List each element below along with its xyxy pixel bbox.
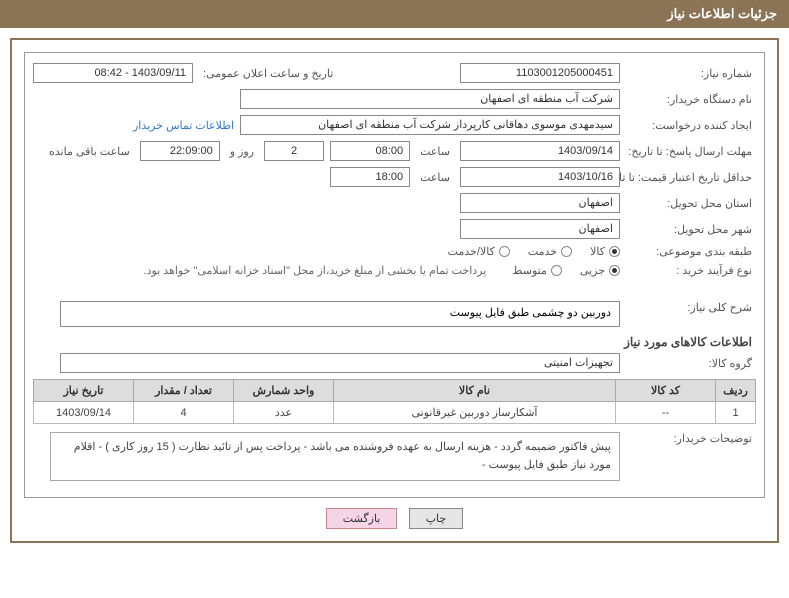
category-label: طبقه بندی موضوعی:	[626, 245, 756, 258]
td-qty: 4	[134, 402, 234, 424]
row-city: شهر محل تحویل: اصفهان	[33, 219, 756, 239]
radio-dot-small	[609, 265, 620, 276]
remain-suffix: ساعت باقی مانده	[45, 145, 134, 158]
td-date: 1403/09/14	[34, 402, 134, 424]
row-requester: ایجاد کننده درخواست: سیدمهدی موسوی دهاقا…	[33, 115, 756, 135]
purchase-type-label: نوع فرآیند خرید :	[626, 264, 756, 277]
th-name: نام کالا	[334, 380, 616, 402]
validity-date: 1403/10/16	[460, 167, 620, 187]
days-label: روز و	[226, 145, 258, 158]
form-panel: شماره نیاز: 1103001205000451 تاریخ و ساع…	[24, 52, 765, 498]
radio-dot-medium	[551, 265, 562, 276]
table-row: 1 -- آشکارساز دوربین غیرقانونی عدد 4 140…	[34, 402, 756, 424]
deadline-date: 1403/09/14	[460, 141, 620, 161]
category-radio-group: کالا خدمت کالا/خدمت	[448, 245, 620, 258]
radio-dot-kala	[609, 246, 620, 257]
radio-label-khedmat: خدمت	[528, 245, 557, 258]
announce-value: 1403/09/11 - 08:42	[33, 63, 193, 83]
row-group: گروه کالا: تجهیزات امنیتی	[33, 353, 756, 373]
purchase-type-radio-group: جزیی متوسط	[512, 264, 620, 277]
th-unit: واحد شمارش	[234, 380, 334, 402]
row-buyer-org: نام دستگاه خریدار: شرکت آب منطقه ای اصفه…	[33, 89, 756, 109]
time-label-2: ساعت	[416, 171, 454, 184]
group-label: گروه کالا:	[626, 357, 756, 370]
desc-value: دوربین دو چشمی طبق فایل پیوست	[60, 301, 620, 327]
row-deadline: مهلت ارسال پاسخ: تا تاریخ: 1403/09/14 سا…	[33, 141, 756, 161]
th-code: کد کالا	[616, 380, 716, 402]
td-code: --	[616, 402, 716, 424]
td-name: آشکارساز دوربین غیرقانونی	[334, 402, 616, 424]
radio-label-medium: متوسط	[512, 264, 547, 277]
deadline-label: مهلت ارسال پاسخ: تا تاریخ:	[626, 145, 756, 158]
contact-link[interactable]: اطلاعات تماس خریدار	[133, 119, 234, 132]
row-description: شرح کلی نیاز: دوربین دو چشمی طبق فایل پی…	[33, 301, 756, 327]
td-row: 1	[716, 402, 756, 424]
need-number-value: 1103001205000451	[460, 63, 620, 83]
outer-frame: شماره نیاز: 1103001205000451 تاریخ و ساع…	[10, 38, 779, 543]
province-value: اصفهان	[460, 193, 620, 213]
button-row: چاپ بازگشت	[24, 508, 765, 529]
items-section-title: اطلاعات کالاهای مورد نیاز	[33, 335, 756, 349]
items-table: ردیف کد کالا نام کالا واحد شمارش تعداد /…	[33, 379, 756, 424]
validity-time: 18:00	[330, 167, 410, 187]
group-value: تجهیزات امنیتی	[60, 353, 620, 373]
row-validity: حداقل تاریخ اعتبار قیمت: تا تاریخ: 1403/…	[33, 167, 756, 187]
deadline-time: 08:00	[330, 141, 410, 161]
days-value: 2	[264, 141, 324, 161]
buyer-org-value: شرکت آب منطقه ای اصفهان	[240, 89, 620, 109]
radio-label-small: جزیی	[580, 264, 605, 277]
row-province: استان محل تحویل: اصفهان	[33, 193, 756, 213]
row-need-number: شماره نیاز: 1103001205000451 تاریخ و ساع…	[33, 63, 756, 83]
print-button[interactable]: چاپ	[409, 508, 464, 529]
buyer-notes-label: توضیحات خریدار:	[626, 432, 756, 445]
page-title: جزئیات اطلاعات نیاز	[667, 6, 777, 21]
row-category: طبقه بندی موضوعی: کالا خدمت کالا/خدمت	[33, 245, 756, 258]
radio-both[interactable]: کالا/خدمت	[448, 245, 510, 258]
radio-dot-khedmat	[561, 246, 572, 257]
radio-khedmat[interactable]: خدمت	[528, 245, 572, 258]
radio-medium[interactable]: متوسط	[512, 264, 562, 277]
th-row: ردیف	[716, 380, 756, 402]
requester-label: ایجاد کننده درخواست:	[626, 119, 756, 132]
radio-small[interactable]: جزیی	[580, 264, 620, 277]
buyer-org-label: نام دستگاه خریدار:	[626, 93, 756, 106]
remain-time: 22:09:00	[140, 141, 220, 161]
td-unit: عدد	[234, 402, 334, 424]
buyer-notes-value: پیش فاکتور ضمیمه گردد - هزینه ارسال به ع…	[50, 432, 620, 481]
row-purchase-type: نوع فرآیند خرید : جزیی متوسط پرداخت تمام…	[33, 264, 756, 277]
purchase-note: پرداخت تمام یا بخشی از مبلغ خرید،از محل …	[144, 264, 487, 277]
radio-label-both: کالا/خدمت	[448, 245, 495, 258]
table-header-row: ردیف کد کالا نام کالا واحد شمارش تعداد /…	[34, 380, 756, 402]
th-qty: تعداد / مقدار	[134, 380, 234, 402]
province-label: استان محل تحویل:	[626, 197, 756, 210]
validity-label: حداقل تاریخ اعتبار قیمت: تا تاریخ:	[626, 171, 756, 184]
radio-dot-both	[499, 246, 510, 257]
announce-label: تاریخ و ساعت اعلان عمومی:	[199, 67, 337, 80]
desc-label: شرح کلی نیاز:	[626, 301, 756, 314]
city-label: شهر محل تحویل:	[626, 223, 756, 236]
radio-kala[interactable]: کالا	[590, 245, 620, 258]
radio-label-kala: کالا	[590, 245, 605, 258]
requester-value: سیدمهدی موسوی دهاقانی کارپرداز شرکت آب م…	[240, 115, 620, 135]
row-buyer-notes: توضیحات خریدار: پیش فاکتور ضمیمه گردد - …	[33, 432, 756, 481]
back-button[interactable]: بازگشت	[326, 508, 398, 529]
need-number-label: شماره نیاز:	[626, 67, 756, 80]
time-label-1: ساعت	[416, 145, 454, 158]
page-header: جزئیات اطلاعات نیاز	[0, 0, 789, 28]
city-value: اصفهان	[460, 219, 620, 239]
th-date: تاریخ نیاز	[34, 380, 134, 402]
